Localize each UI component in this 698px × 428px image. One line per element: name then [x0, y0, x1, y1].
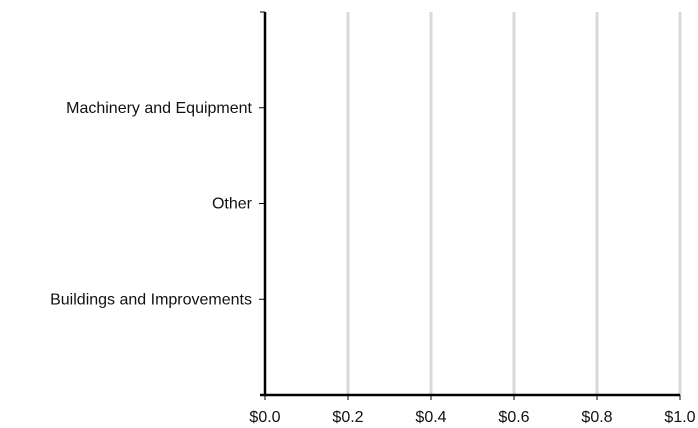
x-tick-label: $0.2	[332, 409, 363, 426]
y-tick-label: Other	[212, 196, 253, 213]
y-tick-label: Machinery and Equipment	[66, 100, 252, 117]
x-tick-label: $1.0	[664, 409, 695, 426]
x-tick-label: $0.6	[498, 409, 529, 426]
x-tick-label: $0.0	[249, 409, 280, 426]
gridlines	[346, 12, 682, 395]
x-tick-label: $0.4	[415, 409, 446, 426]
y-tick-label: Buildings and Improvements	[50, 291, 252, 308]
tick-labels: Machinery and Equipment Other Buildings an…	[50, 100, 696, 426]
x-tick-label: $0.8	[581, 409, 612, 426]
axes	[259, 11, 681, 400]
